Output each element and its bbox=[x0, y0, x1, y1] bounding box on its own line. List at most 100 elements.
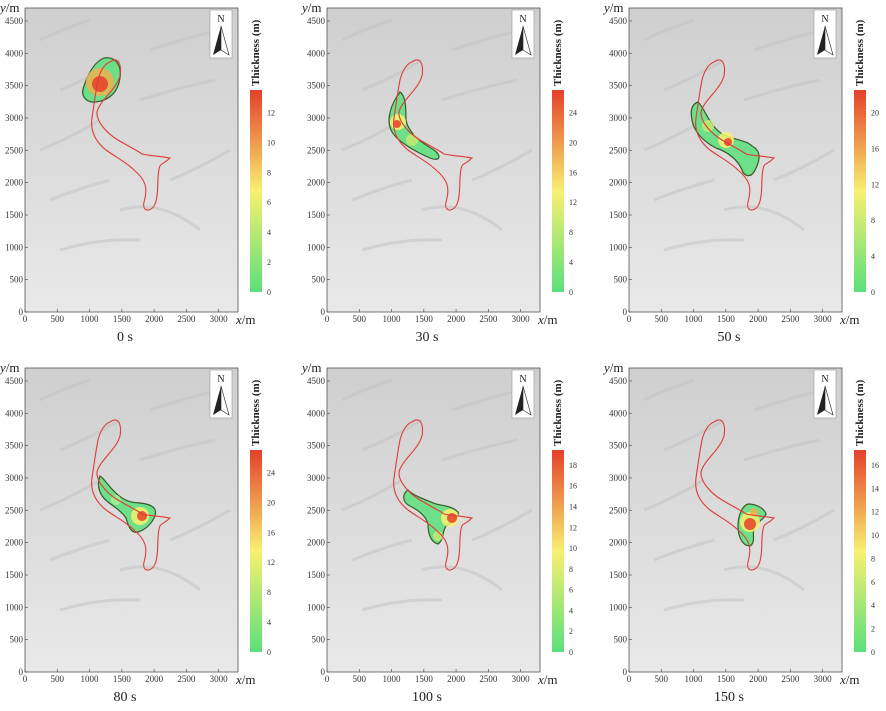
colorbar-tick-label: 8 bbox=[267, 588, 271, 597]
x-tick-label: 1000 bbox=[81, 314, 100, 324]
panel-svg: 0 500 1000 1500 2000 2500 3000 3500 4000 4500 0 500… bbox=[5, 7, 275, 324]
colorbar-tick-label: 0 bbox=[267, 648, 271, 657]
y-tick-label: 4000 bbox=[609, 48, 628, 58]
north-arrow-icon: N bbox=[209, 9, 233, 59]
svg-text:N: N bbox=[217, 14, 224, 25]
colorbar-tick-label: 8 bbox=[871, 216, 875, 225]
colorbar bbox=[552, 450, 564, 652]
y-tick-label: 4000 bbox=[5, 48, 24, 58]
colorbar bbox=[854, 90, 866, 292]
x-tick-label: 1500 bbox=[113, 314, 132, 324]
x-tick-label: 3000 bbox=[814, 314, 833, 324]
panel-svg: 0 500 1000 1500 2000 2500 3000 3500 4000 4500 0 500… bbox=[609, 367, 879, 684]
y-tick-label: 2000 bbox=[307, 538, 326, 548]
landslide-boundary bbox=[91, 59, 172, 211]
x-tick-label: 2500 bbox=[479, 314, 498, 324]
x-tick-label: 2500 bbox=[177, 314, 196, 324]
x-tick-label: 3000 bbox=[210, 314, 229, 324]
colorbar-tick-label: 16 bbox=[871, 461, 879, 470]
y-tick-label: 1000 bbox=[5, 602, 24, 612]
y-tick-label: 1500 bbox=[307, 210, 326, 220]
y-tick-label: 2000 bbox=[5, 538, 24, 548]
x-tick-label: 2000 bbox=[145, 674, 164, 684]
y-tick-label: 2500 bbox=[609, 505, 628, 515]
colorbar-tick-label: 4 bbox=[267, 618, 271, 627]
y-tick-label: 3000 bbox=[5, 113, 24, 123]
colorbar-tick-label: 4 bbox=[871, 601, 875, 610]
deposit-thickness-area bbox=[403, 489, 459, 545]
y-tick-label: 4500 bbox=[307, 376, 326, 386]
colorbar-tick-label: 14 bbox=[871, 484, 879, 493]
y-tick-label: 4000 bbox=[609, 408, 628, 418]
x-tick-label: 3000 bbox=[210, 674, 229, 684]
y-tick-label: 3500 bbox=[307, 81, 326, 91]
x-axis-label: x/m bbox=[538, 672, 558, 687]
x-tick-label: 0 bbox=[325, 314, 330, 324]
y-tick-label: 4500 bbox=[307, 16, 326, 26]
y-axis-label: y/m bbox=[604, 0, 624, 15]
y-tick-label: 2500 bbox=[307, 145, 326, 155]
colorbar-tick-label: 0 bbox=[569, 648, 573, 657]
colorbar-tick-label: 12 bbox=[569, 198, 577, 207]
y-tick-label: 3000 bbox=[609, 113, 628, 123]
colorbar-tick-label: 8 bbox=[569, 565, 573, 574]
colorbar-tick-label: 8 bbox=[569, 228, 573, 237]
colorbar-tick-label: 12 bbox=[267, 108, 275, 117]
colorbar-title: Thickness (m) bbox=[552, 379, 564, 447]
y-tick-label: 2500 bbox=[5, 145, 24, 155]
x-tick-label: 1000 bbox=[685, 674, 704, 684]
colorbar-tick-label: 2 bbox=[267, 258, 271, 267]
landslide-boundary bbox=[695, 59, 776, 211]
colorbar-tick-label: 0 bbox=[569, 288, 573, 297]
y-tick-label: 1500 bbox=[609, 210, 628, 220]
x-tick-label: 2500 bbox=[781, 674, 800, 684]
svg-text:N: N bbox=[217, 374, 224, 385]
colorbar-title: Thickness (m) bbox=[854, 19, 866, 87]
colorbar-title: Thickness (m) bbox=[250, 19, 262, 87]
x-tick-label: 1000 bbox=[383, 674, 402, 684]
north-arrow-icon: N bbox=[813, 369, 837, 419]
y-tick-label: 4500 bbox=[609, 16, 628, 26]
colorbar-tick-label: 2 bbox=[871, 625, 875, 634]
x-axis-label: x/m bbox=[840, 672, 860, 687]
x-tick-label: 1500 bbox=[717, 674, 736, 684]
x-axis-label: x/m bbox=[236, 672, 256, 687]
map-panel: 0 500 1000 1500 2000 2500 3000 3500 4000 4500 0 500… bbox=[302, 0, 594, 351]
north-arrow-icon: N bbox=[511, 369, 535, 419]
colorbar-tick-label: 0 bbox=[871, 288, 875, 297]
map-panel: 0 500 1000 1500 2000 2500 3000 3500 4000 4500 0 500… bbox=[302, 360, 594, 711]
y-tick-label: 0 bbox=[321, 307, 326, 317]
x-tick-label: 500 bbox=[655, 674, 669, 684]
y-tick-label: 2000 bbox=[609, 538, 628, 548]
y-axis-label: y/m bbox=[0, 360, 20, 375]
y-tick-label: 500 bbox=[312, 275, 326, 285]
y-tick-label: 3500 bbox=[307, 441, 326, 451]
x-tick-label: 1500 bbox=[415, 674, 434, 684]
time-caption: 50 s bbox=[717, 330, 741, 345]
y-tick-label: 1000 bbox=[609, 602, 628, 612]
deposit-thickness-area bbox=[97, 475, 157, 533]
y-tick-label: 3000 bbox=[5, 473, 24, 483]
colorbar-tick-label: 10 bbox=[871, 531, 879, 540]
landslide-boundary bbox=[695, 419, 776, 571]
y-tick-label: 4000 bbox=[5, 408, 24, 418]
time-caption: 0 s bbox=[117, 330, 133, 345]
colorbar-tick-label: 16 bbox=[267, 528, 275, 537]
north-arrow-icon: N bbox=[813, 9, 837, 59]
y-tick-label: 1000 bbox=[5, 242, 24, 252]
y-tick-label: 1500 bbox=[307, 570, 326, 580]
north-arrow-icon: N bbox=[209, 369, 233, 419]
y-tick-label: 500 bbox=[312, 635, 326, 645]
colorbar-tick-label: 24 bbox=[267, 468, 275, 477]
x-tick-label: 0 bbox=[23, 674, 28, 684]
colorbar-tick-label: 24 bbox=[569, 108, 577, 117]
colorbar-tick-label: 2 bbox=[569, 627, 573, 636]
svg-text:N: N bbox=[519, 14, 526, 25]
x-tick-label: 2000 bbox=[447, 314, 466, 324]
y-tick-label: 0 bbox=[321, 667, 326, 677]
y-tick-label: 4000 bbox=[307, 408, 326, 418]
y-axis-label: y/m bbox=[604, 360, 624, 375]
y-tick-label: 0 bbox=[19, 307, 24, 317]
colorbar-tick-label: 16 bbox=[569, 482, 577, 491]
colorbar-tick-label: 20 bbox=[569, 138, 577, 147]
